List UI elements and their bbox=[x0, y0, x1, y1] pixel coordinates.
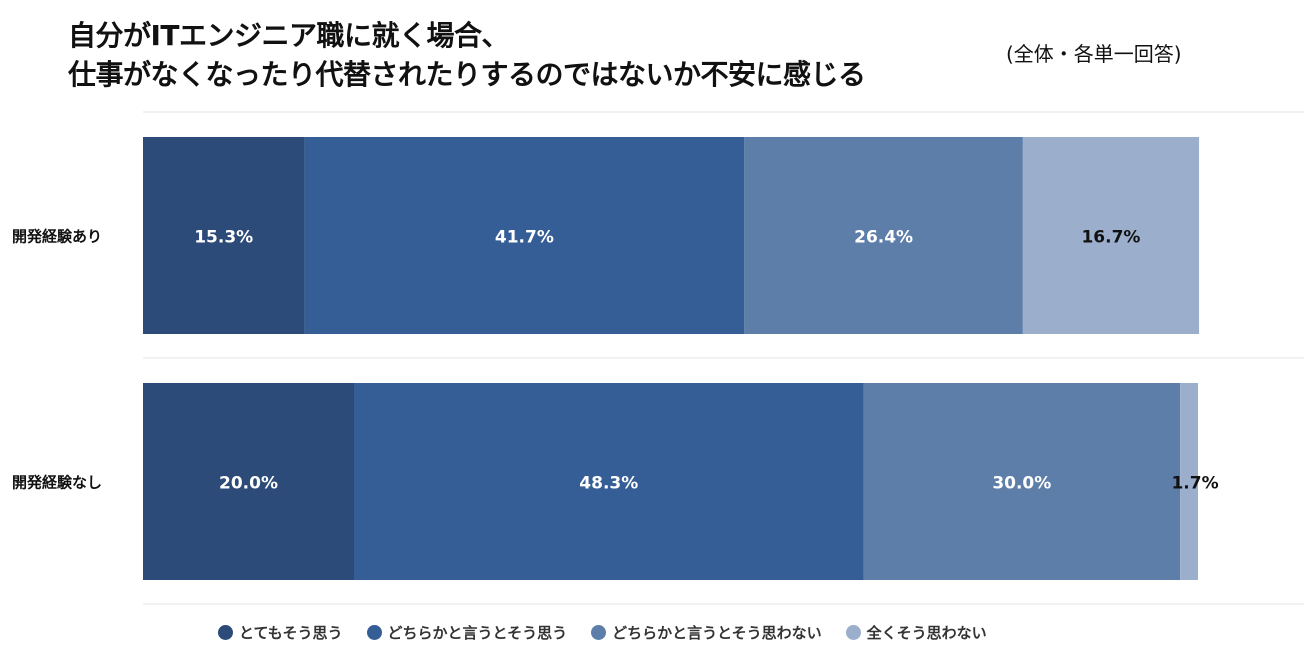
data-label-1-3: 26.4% bbox=[854, 228, 913, 248]
legend-swatch-2 bbox=[366, 625, 382, 640]
legend-item-1: とてもそう思う bbox=[218, 622, 343, 643]
bar-segment-2-2 bbox=[354, 383, 864, 580]
data-label-1-4: 16.7% bbox=[1081, 228, 1140, 248]
chart-legend: とてもそう思う どちらかと言うとそう思う どちらかと言うとそう思わない 全くそう思わな… bbox=[218, 622, 1011, 643]
chart-title-line-1: 自分がITエンジニア職に就く場合、 bbox=[68, 19, 510, 52]
bar-segment-1-2 bbox=[304, 137, 745, 334]
legend-label-4: 全くそう思わない bbox=[866, 624, 987, 642]
bar-segment-1-1 bbox=[143, 137, 305, 334]
bar-segment-1-4 bbox=[1022, 137, 1200, 334]
stacked-bar-chart: 開発経験あり 15.3% 41.7% 26.4% 16.7% 開発経験なし 20.0% 48.… bbox=[12, 111, 1304, 605]
bar-segment-2-1 bbox=[143, 383, 354, 580]
legend-label-1: とてもそう思う bbox=[239, 624, 343, 642]
chart-title: 自分がITエンジニア職に就く場合、 仕事がなくなったり代替されたりするのではない… bbox=[68, 16, 866, 94]
chart-subtitle: (全体・各単一回答) bbox=[1006, 42, 1182, 66]
legend-swatch-3 bbox=[591, 625, 607, 640]
legend-swatch-1 bbox=[218, 625, 233, 640]
bar-segment-2-3 bbox=[863, 383, 1181, 580]
category-label-2: 開発経験なし bbox=[12, 474, 102, 492]
legend-item-2: どちらかと言うとそう思う bbox=[366, 622, 568, 643]
legend-swatch-4 bbox=[845, 625, 861, 640]
chart-title-line-2: 仕事がなくなったり代替されたりするのではないか不安に感じる bbox=[68, 58, 866, 91]
data-label-1-2: 41.7% bbox=[495, 228, 554, 248]
legend-item-3: どちらかと言うとそう思わない bbox=[591, 622, 822, 643]
data-label-2-1: 20.0% bbox=[219, 474, 278, 494]
data-label-1-1: 15.3% bbox=[194, 228, 253, 248]
legend-label-3: どちらかと言うとそう思わない bbox=[612, 624, 822, 642]
legend-item-4: 全くそう思わない bbox=[845, 622, 987, 643]
category-label-1: 開発経験あり bbox=[12, 228, 102, 246]
bar-segment-1-3 bbox=[744, 137, 1023, 334]
data-label-2-3: 30.0% bbox=[992, 474, 1051, 494]
legend-label-2: どちらかと言うとそう思う bbox=[387, 624, 568, 642]
data-label-2-4: 1.7% bbox=[1171, 474, 1218, 494]
bar-segment-2-4 bbox=[1180, 383, 1198, 580]
data-label-2-2: 48.3% bbox=[579, 474, 638, 494]
